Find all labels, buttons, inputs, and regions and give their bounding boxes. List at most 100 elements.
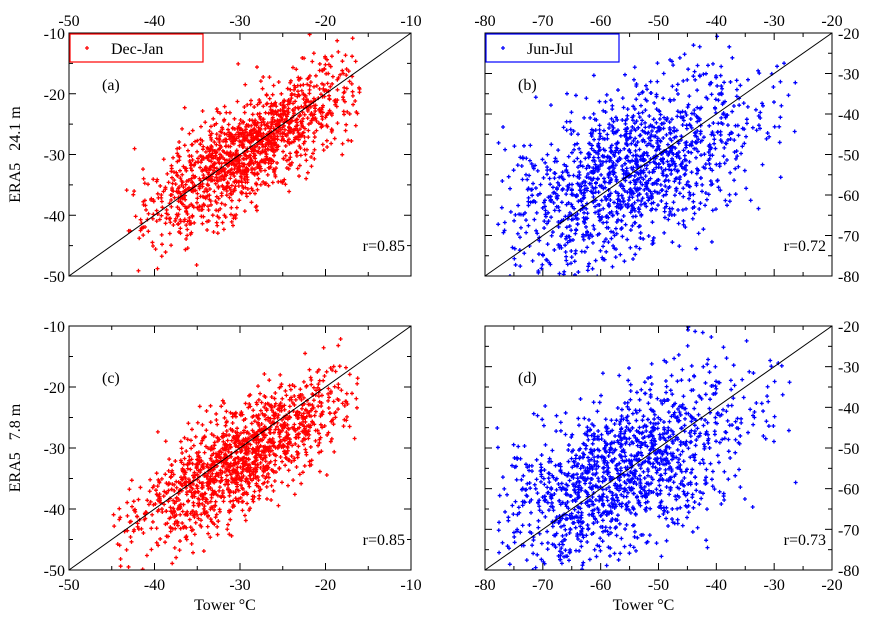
scatter-point bbox=[314, 119, 319, 124]
scatter-point bbox=[595, 274, 600, 276]
scatter-point bbox=[584, 206, 589, 211]
scatter-point bbox=[599, 432, 604, 437]
scatter-point bbox=[226, 169, 231, 174]
scatter-point bbox=[577, 146, 582, 151]
scatter-point bbox=[254, 135, 259, 140]
scatter-point bbox=[118, 557, 123, 562]
scatter-point bbox=[349, 81, 354, 86]
scatter-point bbox=[214, 132, 219, 137]
scatter-point bbox=[620, 196, 625, 201]
scatter-point bbox=[330, 74, 335, 79]
scatter-point bbox=[563, 432, 568, 437]
scatter-point bbox=[278, 440, 283, 445]
scatter-point bbox=[133, 509, 138, 514]
scatter-point bbox=[305, 170, 310, 175]
scatter-point bbox=[716, 121, 721, 126]
scatter-point bbox=[316, 404, 321, 409]
scatter-point bbox=[587, 497, 592, 502]
scatter-point bbox=[180, 451, 185, 455]
scatter-point bbox=[697, 116, 702, 121]
scatter-point bbox=[575, 156, 580, 161]
scatter-point bbox=[512, 534, 517, 539]
scatter-point bbox=[319, 122, 324, 127]
scatter-point bbox=[220, 446, 225, 451]
scatter-point bbox=[179, 182, 184, 187]
scatter-point bbox=[317, 431, 322, 436]
scatter-point bbox=[584, 533, 589, 538]
scatter-point bbox=[593, 150, 598, 155]
scatter-point bbox=[127, 487, 132, 492]
scatter-point bbox=[168, 529, 173, 534]
scatter-point bbox=[525, 465, 530, 470]
scatter-point bbox=[262, 413, 267, 418]
scatter-point bbox=[588, 181, 593, 186]
scatter-point bbox=[658, 417, 663, 422]
scatter-point bbox=[304, 414, 309, 419]
scatter-point bbox=[118, 564, 123, 569]
scatter-point bbox=[167, 516, 172, 521]
scatter-point bbox=[607, 211, 612, 216]
scatter-point bbox=[201, 466, 206, 471]
scatter-point bbox=[694, 171, 699, 176]
scatter-point bbox=[288, 155, 293, 160]
scatter-point bbox=[662, 230, 667, 235]
scatter-point bbox=[637, 115, 642, 120]
scatter-point bbox=[193, 473, 198, 478]
scatter-point bbox=[269, 408, 274, 413]
scatter-point bbox=[208, 199, 213, 204]
scatter-point bbox=[250, 112, 255, 117]
scatter-point bbox=[580, 297, 584, 301]
scatter-point bbox=[251, 154, 256, 159]
scatter-point bbox=[630, 411, 635, 416]
scatter-point bbox=[557, 208, 562, 213]
scatter-point bbox=[634, 428, 639, 433]
scatter-point bbox=[598, 536, 603, 541]
scatter-point bbox=[145, 498, 150, 503]
scatter-point bbox=[616, 193, 621, 198]
scatter-point bbox=[223, 444, 228, 449]
scatter-point bbox=[332, 384, 337, 389]
scatter-point bbox=[345, 414, 350, 419]
scatter-point bbox=[567, 234, 572, 239]
scatter-point bbox=[649, 91, 654, 96]
scatter-point bbox=[729, 387, 734, 392]
scatter-point bbox=[615, 117, 620, 122]
scatter-point bbox=[199, 518, 204, 523]
scatter-point bbox=[252, 167, 257, 172]
scatter-point bbox=[737, 103, 742, 108]
scatter-point bbox=[150, 512, 155, 517]
scatter-point bbox=[723, 99, 728, 104]
scatter-point bbox=[690, 206, 695, 211]
scatter-point bbox=[212, 189, 217, 194]
scatter-point bbox=[192, 532, 197, 537]
y-tick-label: -10 bbox=[44, 319, 65, 336]
scatter-point bbox=[191, 443, 196, 448]
scatter-point bbox=[683, 171, 688, 176]
scatter-point bbox=[662, 205, 667, 210]
scatter-point bbox=[231, 223, 236, 228]
scatter-point bbox=[712, 487, 717, 492]
scatter-point bbox=[571, 173, 576, 178]
scatter-point bbox=[245, 501, 250, 506]
scatter-point bbox=[154, 208, 159, 213]
scatter-point bbox=[125, 513, 130, 518]
scatter-point bbox=[182, 456, 187, 461]
scatter-point bbox=[651, 144, 656, 149]
scatter-point bbox=[289, 454, 294, 459]
scatter-point bbox=[303, 351, 308, 356]
scatter-point bbox=[216, 215, 221, 220]
scatter-point bbox=[628, 150, 633, 155]
scatter-point bbox=[317, 450, 322, 455]
scatter-point bbox=[228, 212, 233, 217]
scatter-point bbox=[708, 179, 713, 184]
scatter-point bbox=[627, 407, 632, 412]
x-tick-label: -40 bbox=[144, 577, 165, 594]
scatter-point bbox=[569, 493, 574, 498]
scatter-point bbox=[189, 427, 194, 432]
scatter-point bbox=[663, 471, 668, 476]
scatter-point bbox=[631, 178, 636, 183]
scatter-point bbox=[560, 187, 565, 192]
scatter-point bbox=[231, 189, 236, 194]
scatter-point bbox=[144, 553, 149, 558]
scatter-point bbox=[662, 115, 667, 120]
